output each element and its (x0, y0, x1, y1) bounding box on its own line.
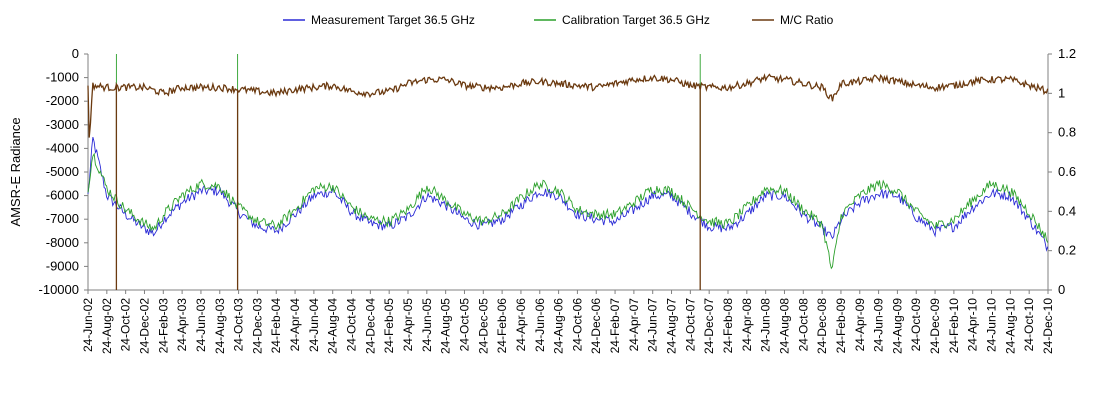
y-axis-title: AMSR-E Radiance (8, 117, 23, 226)
x-tick-label: 24-Aug-02 (100, 298, 114, 354)
x-tick-label: 24-Feb-04 (269, 298, 283, 354)
legend-label: M/C Ratio (780, 13, 834, 27)
x-tick-label: 24-Apr-05 (401, 298, 415, 352)
x-tick-label: 24-Dec-04 (363, 298, 377, 354)
y-axis-right: 1.2 1 0.8 0.6 0.4 0.2 0 (1048, 46, 1076, 297)
y-tick-label: -9000 (46, 258, 79, 273)
x-tick-label: 24-Jun-10 (985, 298, 999, 352)
y-tick-label: -10000 (39, 282, 79, 297)
x-tick-label: 24-Aug-05 (439, 298, 453, 354)
x-tick-label: 24-Jun-08 (759, 298, 773, 352)
x-tick-label: 24-Oct-10 (1022, 298, 1036, 352)
x-tick-label: 24-Apr-04 (288, 298, 302, 352)
x-tick-label: 24-Dec-06 (589, 298, 603, 354)
x-tick-label: 24-Apr-07 (627, 298, 641, 352)
x-tick-label: 24-Jun-09 (872, 298, 886, 352)
y-tick-label: -1000 (46, 70, 79, 85)
y-tick-label: -8000 (46, 235, 79, 250)
y2-tick-label: 0.2 (1058, 243, 1076, 258)
x-tick-label: 24-Aug-10 (1003, 298, 1017, 354)
x-tick-label: 24-Apr-03 (175, 298, 189, 352)
x-tick-label: 24-Oct-07 (683, 298, 697, 352)
y-tick-label: -6000 (46, 188, 79, 203)
x-tick-label: 24-Feb-09 (834, 298, 848, 354)
y-tick-label: -3000 (46, 117, 79, 132)
x-tick-label: 24-Feb-07 (608, 298, 622, 354)
y2-tick-label: 0.4 (1058, 203, 1076, 218)
x-tick-label: 24-Dec-03 (250, 298, 264, 354)
y2-tick-label: 0 (1058, 282, 1065, 297)
x-tick-label: 24-Jun-05 (420, 298, 434, 352)
x-tick-label: 24-Feb-08 (721, 298, 735, 354)
x-tick-label: 24-Jun-07 (646, 298, 660, 352)
y2-tick-label: 0.8 (1058, 125, 1076, 140)
legend: Measurement Target 36.5 GHz Calibration T… (283, 13, 834, 27)
x-tick-label: 24-Jun-02 (81, 298, 95, 352)
x-tick-label: 24-Feb-06 (495, 298, 509, 354)
y-tick-label: 0 (72, 46, 79, 61)
series-line-3 (87, 73, 1049, 290)
x-tick-label: 24-Aug-06 (552, 298, 566, 354)
y-tick-label: -2000 (46, 93, 79, 108)
x-tick-label: 24-Aug-04 (326, 298, 340, 354)
x-tick-label: 24-Oct-06 (570, 298, 584, 352)
x-tick-label: 24-Dec-02 (137, 298, 151, 354)
x-axis: 24-Jun-02 24-Aug-02 24-Oct-02 24-Dec-02 24-F… (81, 290, 1055, 354)
x-tick-label: 24-Dec-08 (815, 298, 829, 354)
series-line-2 (87, 54, 1049, 270)
legend-label: Calibration Target 36.5 GHz (562, 13, 710, 27)
x-tick-label: 24-Jun-06 (533, 298, 547, 352)
x-tick-label: 24-Oct-08 (796, 298, 810, 352)
series-layer (87, 54, 1049, 290)
x-tick-label: 24-Aug-07 (665, 298, 679, 354)
x-tick-label: 24-Aug-03 (213, 298, 227, 354)
x-tick-label: 24-Feb-10 (947, 298, 961, 354)
x-tick-label: 24-Dec-05 (476, 298, 490, 354)
x-tick-label: 24-Oct-05 (457, 298, 471, 352)
x-tick-label: 24-Dec-09 (928, 298, 942, 354)
x-tick-label: 24-Dec-07 (702, 298, 716, 354)
x-tick-label: 24-Feb-03 (156, 298, 170, 354)
x-tick-label: 24-Apr-09 (853, 298, 867, 352)
y-tick-label: -4000 (46, 140, 79, 155)
x-tick-label: 24-Oct-04 (345, 298, 359, 352)
x-tick-label: 24-Apr-10 (966, 298, 980, 352)
y2-tick-label: 1.2 (1058, 46, 1076, 61)
x-tick-label: 24-Jun-03 (194, 298, 208, 352)
series-line-1 (87, 136, 1049, 252)
x-tick-label: 24-Apr-06 (514, 298, 528, 352)
x-tick-label: 24-Oct-09 (909, 298, 923, 352)
x-tick-label: 24-Oct-02 (119, 298, 133, 352)
y2-tick-label: 1 (1058, 85, 1065, 100)
y-tick-label: -5000 (46, 164, 79, 179)
x-tick-label: 24-Jun-04 (307, 298, 321, 352)
x-tick-label: 24-Apr-08 (740, 298, 754, 352)
x-tick-label: 24-Oct-03 (232, 298, 246, 352)
y-axis-left: 0 -1000 -2000 -3000 -4000 -5000 -6000 -7000 -800… (39, 46, 88, 297)
x-tick-label: 24-Feb-05 (382, 298, 396, 354)
y2-tick-label: 0.6 (1058, 164, 1076, 179)
x-tick-label: 24-Aug-09 (890, 298, 904, 354)
x-tick-label: 24-Dec-10 (1041, 298, 1055, 354)
legend-label: Measurement Target 36.5 GHz (311, 13, 475, 27)
y-tick-label: -7000 (46, 211, 79, 226)
x-tick-label: 24-Aug-08 (777, 298, 791, 354)
